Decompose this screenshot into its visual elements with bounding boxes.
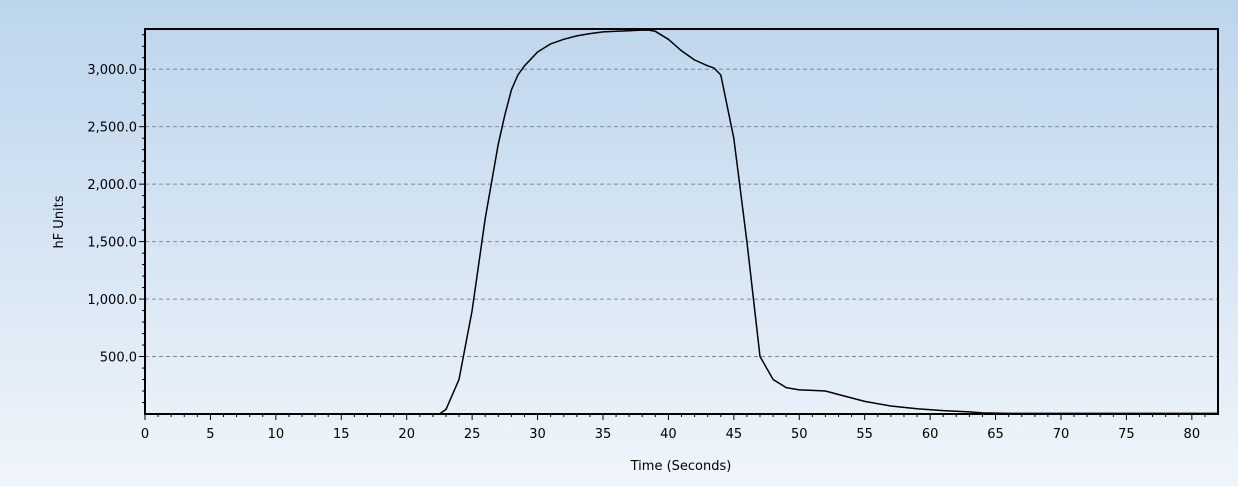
x-axis: 0 5 10 15 20 25 30 35 40 45 50 55 60 65 70 75 80 xyxy=(141,414,1206,442)
x-tick-label: 15 xyxy=(333,427,350,442)
series-layer xyxy=(145,29,1218,415)
x-tick-label: 0 xyxy=(141,427,149,442)
x-tick-label: 45 xyxy=(726,427,743,442)
series-line xyxy=(145,29,1218,415)
y-tick-label: 3,000.0 xyxy=(87,63,137,78)
y-axis: 500.0 1,000.0 1,500.0 2,000.0 2,500.0 3,000.0 xyxy=(87,34,145,404)
y-tick-label: 2,000.0 xyxy=(87,178,137,193)
x-tick-label: 60 xyxy=(922,427,939,442)
x-axis-label: Time (Seconds) xyxy=(630,459,732,474)
x-tick-label: 20 xyxy=(398,427,415,442)
x-tick-label: 50 xyxy=(791,427,808,442)
gridlines xyxy=(145,68,1218,358)
x-tick-label: 75 xyxy=(1118,427,1135,442)
x-tick-label: 55 xyxy=(856,427,873,442)
x-tick-label: 65 xyxy=(987,427,1004,442)
y-tick-label: 1,500.0 xyxy=(87,236,137,251)
x-tick-label: 70 xyxy=(1053,427,1070,442)
x-tick-label: 40 xyxy=(660,427,677,442)
x-tick-label: 25 xyxy=(464,427,481,442)
y-tick-label: 2,500.0 xyxy=(87,121,137,136)
x-tick-label: 35 xyxy=(595,427,612,442)
x-tick-label: 80 xyxy=(1184,427,1201,442)
x-tick-label: 5 xyxy=(206,427,214,442)
y-axis-label: hF Units xyxy=(52,195,67,248)
x-tick-label: 10 xyxy=(268,427,285,442)
y-tick-label: 1,000.0 xyxy=(87,293,137,308)
x-tick-label: 30 xyxy=(529,427,546,442)
y-tick-label: 500.0 xyxy=(100,351,137,366)
